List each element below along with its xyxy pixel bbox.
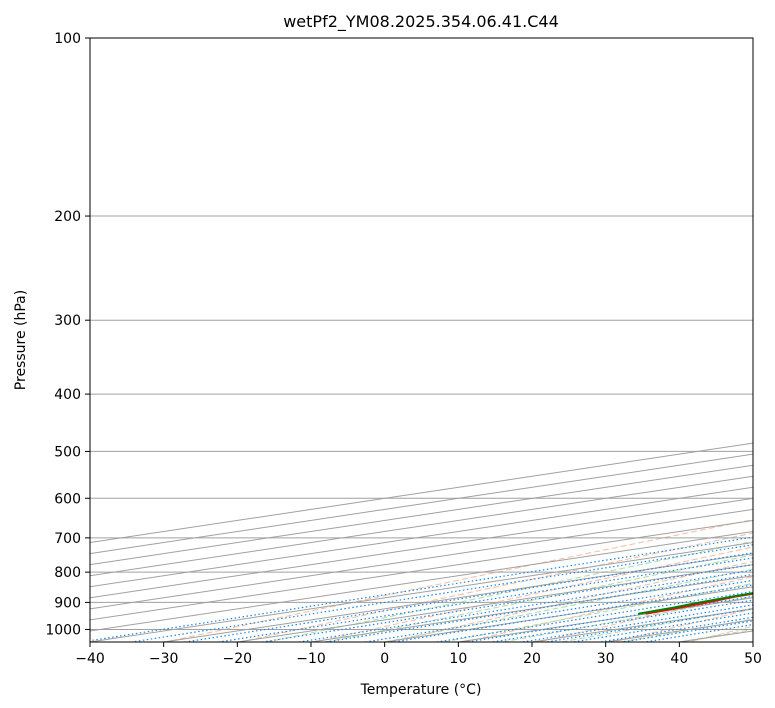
mixing-ratio-line	[181, 552, 753, 642]
plot-frame	[89, 37, 754, 643]
x-tick-label: 10	[449, 651, 467, 667]
isotherm-line	[90, 519, 753, 621]
x-tick-label: 0	[380, 651, 389, 667]
y-tick-label: 900	[54, 595, 81, 611]
isotherm-line	[90, 464, 753, 566]
x-tick-label: 50	[744, 651, 762, 667]
x-tick-label: 40	[670, 651, 688, 667]
isotherm-line	[90, 475, 753, 577]
background-lines	[90, 38, 753, 642]
dry-adiabat	[163, 519, 753, 642]
x-tick-label: 20	[523, 651, 541, 667]
y-tick-label: 600	[54, 491, 81, 507]
isotherm-line	[90, 508, 753, 610]
y-tick-label: 400	[54, 387, 81, 403]
moist-adiabat	[384, 568, 753, 642]
mixing-ratio-line	[361, 579, 753, 642]
chart-title: wetPf2_YM08.2025.354.06.41.C44	[283, 12, 559, 32]
x-tick-label: 30	[597, 651, 615, 667]
x-tick-label: −20	[223, 651, 253, 667]
y-tick-label: 500	[54, 444, 81, 460]
x-axis-label: Temperature (°C)	[360, 682, 482, 698]
mixing-ratio-line	[295, 569, 753, 642]
y-tick-label: 700	[54, 531, 81, 547]
mixing-ratio-line	[568, 612, 753, 642]
mixing-ratio-line	[390, 584, 753, 642]
isotherm-line	[90, 453, 753, 555]
axis-ticks: −40 −30 −20 −10 0 10 20 30 40 50 100 200 300 400 500 60…	[45, 31, 762, 667]
moist-adiabat	[266, 540, 753, 642]
y-tick-label: 300	[54, 313, 81, 329]
x-tick-label: −10	[296, 651, 326, 667]
mixing-ratio-line	[596, 616, 753, 642]
isotherm-line	[90, 442, 753, 544]
isotherm-line	[90, 486, 753, 588]
mixing-ratio-line	[322, 573, 753, 642]
y-tick-label: 800	[54, 565, 81, 581]
isotherm-line	[90, 530, 753, 632]
y-axis-label: Pressure (hPa)	[13, 290, 29, 390]
y-tick-label: 100	[54, 31, 81, 47]
y-tick-label: 1000	[45, 622, 81, 638]
x-tick-label: −40	[75, 651, 105, 667]
isotherm-line	[90, 497, 753, 599]
y-tick-label: 200	[54, 209, 81, 225]
x-tick-label: −30	[149, 651, 179, 667]
moist-adiabat	[325, 554, 753, 642]
